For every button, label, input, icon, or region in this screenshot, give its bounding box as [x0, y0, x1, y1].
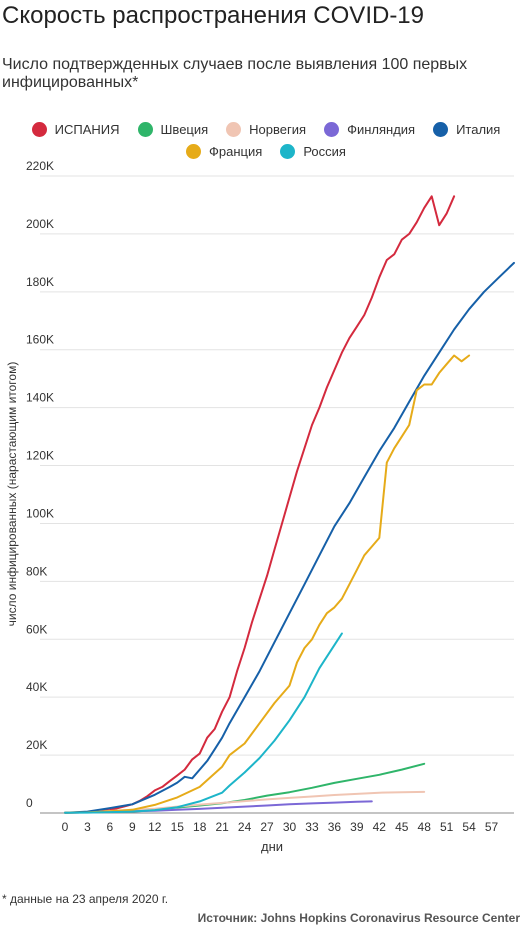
legend-dot-icon	[226, 121, 242, 137]
series-line-италия	[64, 261, 515, 814]
x-tick-label: 12	[148, 820, 162, 834]
legend-item: Швеция	[137, 121, 209, 137]
legend-dot-icon	[280, 143, 296, 159]
x-tick-label: 33	[305, 820, 319, 834]
legend-item: Россия	[280, 143, 346, 159]
legend-label: Финляндия	[347, 121, 416, 137]
y-tick-label: 220K	[26, 160, 54, 173]
legend-row-1: ИСПАНИЯ Швеция Норвегия Финляндия Италия	[0, 118, 532, 140]
legend-label: Италия	[456, 121, 501, 137]
y-tick-label: 0	[26, 796, 33, 810]
legend-dot-icon	[433, 121, 449, 137]
x-tick-label: 9	[129, 820, 136, 834]
source-credit: Источник: Johns Hopkins Coronavirus Reso…	[197, 911, 520, 925]
y-tick-label: 60K	[26, 622, 47, 636]
series-line-россия	[64, 632, 343, 814]
x-tick-label: 6	[107, 820, 114, 834]
x-tick-label: 36	[328, 820, 342, 834]
y-tick-label: 200K	[26, 217, 54, 231]
legend-label: Франция	[209, 143, 263, 159]
legend-row-2: Франция Россия	[0, 140, 532, 162]
x-tick-label: 24	[238, 820, 252, 834]
x-tick-label: 57	[485, 820, 499, 834]
x-tick-label: 42	[373, 820, 387, 834]
legend-dot-icon	[137, 121, 153, 137]
x-axis-label: дни	[261, 839, 283, 854]
legend-label: Швеция	[160, 121, 209, 137]
series-line-франция	[64, 354, 471, 814]
chart-legend: ИСПАНИЯ Швеция Норвегия Финляндия Италия Фра…	[0, 118, 532, 162]
x-tick-label: 15	[171, 820, 185, 834]
legend-item: Норвегия	[226, 121, 307, 137]
x-tick-label: 18	[193, 820, 207, 834]
footnote: * данные на 23 апреля 2020 г.	[2, 892, 169, 906]
x-tick-label: 3	[84, 820, 91, 834]
x-tick-label: 27	[260, 820, 274, 834]
y-tick-label: 120K	[26, 449, 54, 463]
line-chart: 0 20K 40K 60K 80K 100K 120K 140K 160K 180K 200K 220…	[5, 160, 515, 854]
x-tick-label: 48	[418, 820, 432, 834]
legend-item: ИСПАНИЯ	[31, 121, 120, 137]
legend-item: Италия	[433, 121, 501, 137]
x-tick-label: 45	[395, 820, 409, 834]
chart-subtitle: Число подтвержденных случаев после выявл…	[2, 56, 468, 91]
legend-label: Россия	[303, 143, 346, 159]
y-tick-label: 40K	[26, 680, 47, 694]
y-tick-label: 100K	[26, 506, 54, 520]
y-tick-label: 180K	[26, 275, 54, 289]
x-tick-label: 51	[440, 820, 454, 834]
y-tick-label: 160K	[26, 333, 54, 347]
y-tick-label: 140K	[26, 391, 54, 405]
legend-dot-icon	[31, 121, 47, 137]
x-tick-label: 0	[62, 820, 69, 834]
legend-item: Франция	[186, 143, 263, 159]
legend-label: Норвегия	[249, 121, 307, 137]
y-tick-label: 20K	[26, 738, 47, 752]
x-tick-label: 21	[215, 820, 229, 834]
legend-dot-icon	[186, 143, 202, 159]
series-line-испания	[64, 195, 456, 814]
x-tick-label: 30	[283, 820, 297, 834]
legend-label: ИСПАНИЯ	[54, 121, 120, 137]
chart-title: Скорость распространения COVID-19	[2, 2, 425, 29]
legend-item: Финляндия	[324, 121, 416, 137]
legend-dot-icon	[324, 121, 340, 137]
x-tick-label: 39	[350, 820, 364, 834]
x-tick-label: 54	[462, 820, 476, 834]
y-axis-label: число инфицированных (нарастающим итогом…	[5, 362, 19, 627]
y-tick-label: 80K	[26, 564, 47, 578]
